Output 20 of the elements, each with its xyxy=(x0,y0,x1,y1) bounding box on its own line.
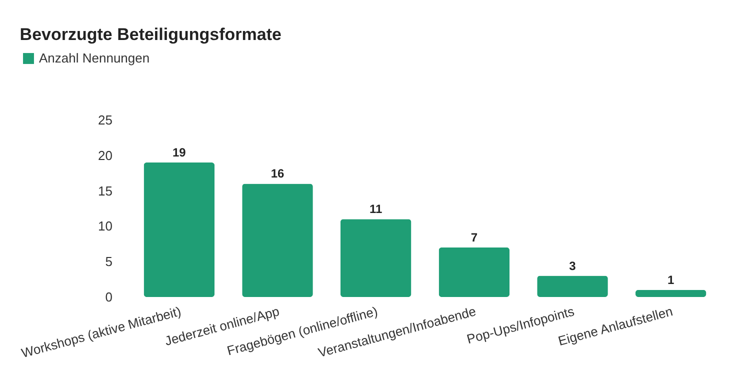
bar xyxy=(635,290,706,297)
y-tick-label: 0 xyxy=(105,290,112,304)
data-label: 11 xyxy=(369,202,382,216)
bar xyxy=(438,247,510,297)
bar xyxy=(340,219,412,297)
bar xyxy=(144,162,215,297)
data-label: 1 xyxy=(667,272,674,287)
data-label: 7 xyxy=(470,230,478,244)
data-label: 16 xyxy=(270,166,284,181)
legend-label: Anzahl Nennungen xyxy=(39,50,150,66)
y-tick-label: 15 xyxy=(98,183,112,198)
data-label: 3 xyxy=(569,258,576,273)
chart-title: Bevorzugte Beteiligungsformate xyxy=(20,25,282,44)
bar xyxy=(537,276,608,297)
y-tick-label: 10 xyxy=(98,218,112,234)
y-tick-label: 5 xyxy=(105,254,112,270)
data-label: 19 xyxy=(172,145,186,160)
y-tick-label: 25 xyxy=(98,112,112,128)
y-tick-label: 20 xyxy=(98,148,112,163)
bar xyxy=(242,184,313,297)
